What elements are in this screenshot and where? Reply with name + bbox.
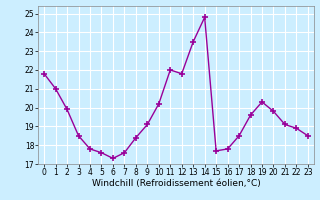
X-axis label: Windchill (Refroidissement éolien,°C): Windchill (Refroidissement éolien,°C) [92,179,260,188]
